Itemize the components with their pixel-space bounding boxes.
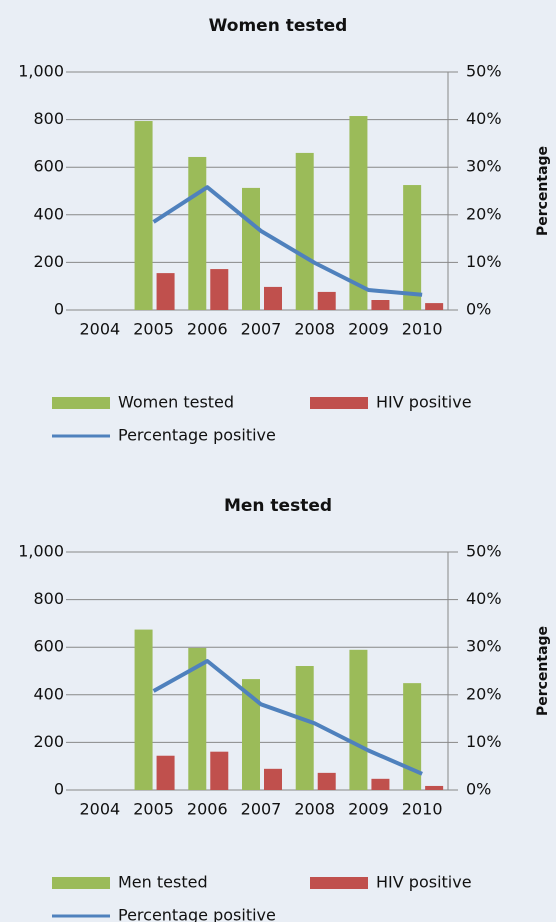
bar [425, 785, 444, 790]
y2-tick-label: 20% [466, 684, 502, 703]
y2-tick-label: 40% [466, 109, 502, 128]
y-tick-label: 0 [54, 300, 64, 319]
line-series [152, 659, 423, 776]
bar [403, 185, 422, 310]
y-tick-label: 600 [33, 637, 64, 656]
legend-swatch [52, 397, 110, 409]
x-tick-label: 2010 [402, 320, 443, 339]
bar [156, 755, 175, 790]
y-tick-label: 400 [33, 204, 64, 223]
bar [295, 152, 314, 310]
x-tick-label: 2008 [294, 320, 335, 339]
legend-label: HIV positive [376, 393, 472, 412]
y2-tick-label: 30% [466, 637, 502, 656]
line-series [152, 185, 423, 297]
x-tick-label: 2010 [402, 800, 443, 819]
legend-label: Women tested [118, 393, 234, 412]
bar [349, 649, 368, 790]
bar [210, 269, 229, 310]
legend-label: Percentage positive [118, 426, 276, 445]
y-tick-label: 1,000 [18, 62, 64, 81]
y2-axis-label: Percentage [535, 146, 551, 236]
y2-tick-label: 0% [466, 300, 491, 319]
y2-tick-label: 10% [466, 732, 502, 751]
y-tick-label: 400 [33, 684, 64, 703]
bar [188, 156, 207, 310]
x-tick-label: 2005 [133, 320, 174, 339]
y-tick-label: 200 [33, 732, 64, 751]
y2-tick-label: 50% [466, 542, 502, 561]
bar [371, 778, 390, 790]
bar [242, 679, 260, 790]
y-tick-label: 200 [33, 252, 64, 271]
bar [264, 768, 282, 790]
y2-tick-label: 30% [466, 157, 502, 176]
bar [371, 300, 390, 310]
y-tick-label: 800 [33, 109, 64, 128]
y-tick-label: 1,000 [18, 542, 64, 561]
bar [156, 273, 175, 310]
bar [242, 187, 260, 310]
y2-tick-label: 20% [466, 204, 502, 223]
bar [317, 772, 336, 790]
y2-axis-label: Percentage [535, 626, 551, 716]
bar [425, 303, 444, 310]
x-tick-label: 2005 [133, 800, 174, 819]
legend-swatch [52, 877, 110, 889]
bar [349, 116, 368, 310]
legend-label: Percentage positive [118, 906, 276, 922]
x-tick-label: 2008 [294, 800, 335, 819]
y-tick-label: 600 [33, 157, 64, 176]
chart-title: Men tested [224, 496, 332, 516]
x-tick-label: 2006 [187, 800, 228, 819]
x-tick-label: 2009 [348, 320, 389, 339]
y2-tick-label: 0% [466, 780, 491, 799]
y2-tick-label: 10% [466, 252, 502, 271]
x-tick-label: 2006 [187, 320, 228, 339]
y-tick-label: 0 [54, 780, 64, 799]
x-tick-label: 2004 [79, 800, 120, 819]
legend-swatch [310, 397, 368, 409]
x-tick-label: 2009 [348, 800, 389, 819]
bar [264, 286, 282, 310]
bar [134, 121, 153, 310]
x-tick-label: 2007 [241, 320, 282, 339]
bar [317, 291, 336, 310]
y2-tick-label: 50% [466, 62, 502, 81]
legend-label: HIV positive [376, 873, 472, 892]
legend-label: Men tested [118, 873, 208, 892]
bar [295, 666, 314, 790]
bar [188, 647, 207, 790]
y2-tick-label: 40% [466, 589, 502, 608]
bar [210, 751, 229, 790]
y-tick-label: 800 [33, 589, 64, 608]
bar [403, 683, 422, 790]
x-tick-label: 2007 [241, 800, 282, 819]
x-tick-label: 2004 [79, 320, 120, 339]
legend-swatch [310, 877, 368, 889]
bar [134, 629, 153, 790]
chart-title: Women tested [209, 16, 348, 36]
